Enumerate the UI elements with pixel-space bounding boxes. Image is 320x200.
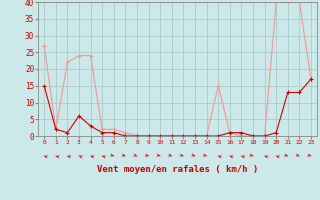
X-axis label: Vent moyen/en rafales ( km/h ): Vent moyen/en rafales ( km/h )	[97, 165, 258, 174]
